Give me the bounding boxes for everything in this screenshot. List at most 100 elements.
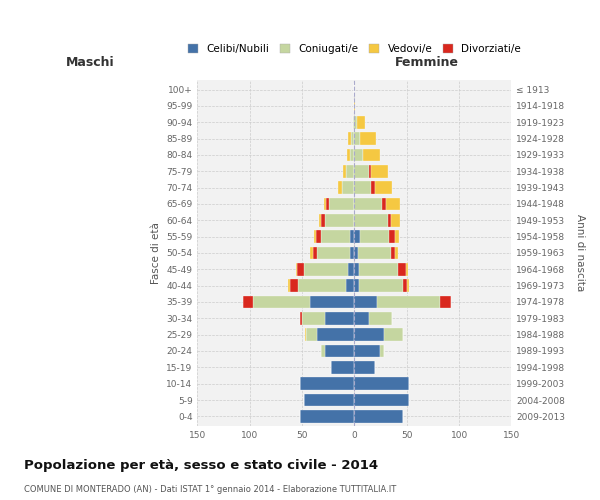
Bar	[369, 165, 371, 177]
Bar	[440, 296, 451, 308]
Bar	[310, 296, 355, 308]
Text: Femmine: Femmine	[395, 56, 458, 70]
Bar	[377, 296, 440, 308]
Bar	[298, 280, 346, 292]
Bar	[306, 328, 317, 341]
Bar	[386, 198, 400, 210]
Bar	[253, 296, 310, 308]
Bar	[359, 263, 398, 276]
Bar	[304, 263, 348, 276]
Bar	[371, 165, 388, 177]
Bar	[348, 263, 355, 276]
Bar	[388, 214, 391, 226]
Bar	[355, 148, 363, 162]
Bar	[355, 410, 403, 422]
Text: COMUNE DI MONTERADO (AN) - Dati ISTAT 1° gennaio 2014 - Elaborazione TUTTITALIA.: COMUNE DI MONTERADO (AN) - Dati ISTAT 1°…	[24, 485, 396, 494]
Y-axis label: Fasce di età: Fasce di età	[151, 222, 161, 284]
Bar	[296, 263, 297, 276]
Bar	[348, 132, 351, 145]
Bar	[244, 296, 253, 308]
Bar	[403, 280, 407, 292]
Bar	[321, 214, 325, 226]
Bar	[343, 165, 346, 177]
Bar	[398, 263, 406, 276]
Bar	[325, 344, 355, 358]
Bar	[351, 132, 355, 145]
Bar	[321, 230, 350, 243]
Bar	[363, 148, 380, 162]
Bar	[355, 263, 359, 276]
Bar	[289, 280, 290, 292]
Bar	[355, 394, 409, 406]
Bar	[355, 214, 388, 226]
Y-axis label: Anni di nascita: Anni di nascita	[575, 214, 585, 292]
Bar	[371, 182, 376, 194]
Bar	[356, 116, 365, 128]
Bar	[358, 246, 391, 260]
Bar	[384, 328, 403, 341]
Bar	[355, 165, 369, 177]
Bar	[346, 280, 355, 292]
Bar	[317, 246, 350, 260]
Bar	[355, 344, 380, 358]
Bar	[355, 312, 369, 324]
Bar	[391, 214, 400, 226]
Bar	[391, 246, 395, 260]
Bar	[355, 116, 356, 128]
Bar	[355, 182, 371, 194]
Bar	[317, 328, 355, 341]
Bar	[326, 198, 329, 210]
Bar	[359, 132, 376, 145]
Bar	[300, 312, 302, 324]
Bar	[389, 230, 395, 243]
Bar	[338, 182, 342, 194]
Bar	[300, 378, 355, 390]
Bar	[355, 246, 358, 260]
Bar	[355, 328, 384, 341]
Bar	[355, 361, 376, 374]
Bar	[355, 198, 382, 210]
Bar	[346, 165, 355, 177]
Bar	[406, 263, 408, 276]
Bar	[350, 148, 355, 162]
Legend: Celibi/Nubili, Coniugati/e, Vedovi/e, Divorziati/e: Celibi/Nubili, Coniugati/e, Vedovi/e, Di…	[184, 40, 526, 58]
Bar	[314, 230, 316, 243]
Bar	[369, 312, 392, 324]
Text: Maschi: Maschi	[67, 56, 115, 70]
Bar	[355, 378, 409, 390]
Bar	[395, 230, 400, 243]
Bar	[350, 246, 355, 260]
Bar	[355, 296, 377, 308]
Bar	[376, 182, 392, 194]
Bar	[302, 312, 325, 324]
Bar	[324, 198, 326, 210]
Bar	[304, 394, 355, 406]
Bar	[347, 148, 350, 162]
Bar	[310, 246, 313, 260]
Bar	[359, 280, 403, 292]
Bar	[355, 132, 359, 145]
Bar	[395, 246, 398, 260]
Bar	[359, 230, 389, 243]
Bar	[380, 344, 384, 358]
Bar	[342, 182, 355, 194]
Bar	[316, 230, 321, 243]
Text: Popolazione per età, sesso e stato civile - 2014: Popolazione per età, sesso e stato civil…	[24, 460, 378, 472]
Bar	[331, 361, 355, 374]
Bar	[329, 198, 355, 210]
Bar	[325, 214, 355, 226]
Bar	[305, 328, 306, 341]
Bar	[321, 344, 325, 358]
Bar	[325, 312, 355, 324]
Bar	[353, 116, 355, 128]
Bar	[355, 280, 359, 292]
Bar	[350, 230, 355, 243]
Bar	[355, 230, 359, 243]
Bar	[297, 263, 304, 276]
Bar	[319, 214, 321, 226]
Bar	[290, 280, 298, 292]
Bar	[313, 246, 317, 260]
Bar	[407, 280, 409, 292]
Bar	[300, 410, 355, 422]
Bar	[382, 198, 386, 210]
